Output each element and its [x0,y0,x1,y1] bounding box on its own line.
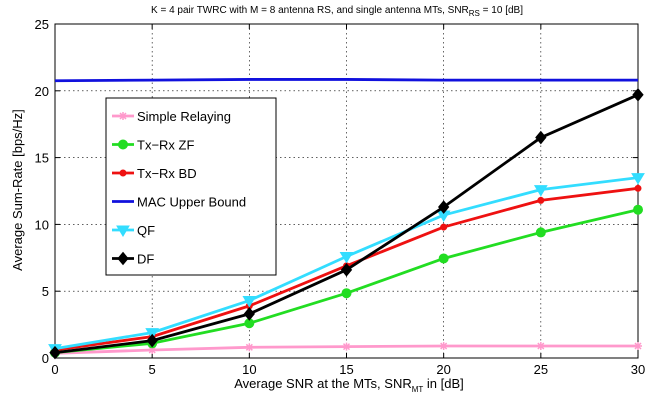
y-axis-label: Average Sum-Rate [bps/Hz] [10,109,25,271]
legend-box [105,97,277,276]
data-point [440,223,448,231]
chart-title: K = 4 pair TWRC with M = 8 antenna RS, a… [151,5,523,18]
legend-label: Tx−Rx ZF [137,138,194,153]
legend-item-mac-upper-bound: MAC Upper Bound [112,195,246,210]
legend-label: Simple Relaying [137,109,231,124]
data-point [145,328,160,340]
data-point [243,307,255,321]
data-point [146,333,158,348]
data-point [148,345,157,354]
legend-marker [118,139,128,150]
legend-label: DF [137,252,154,267]
data-point [242,296,257,308]
y-tick-label: 25 [35,17,49,32]
data-point [535,130,547,145]
y-tick-label: 10 [35,217,49,232]
data-point [245,343,254,352]
x-tick-label: 30 [631,362,645,377]
legend-item-df: DF [112,252,154,267]
data-point [632,88,644,102]
data-point [536,341,545,350]
x-tick-label: 25 [534,362,548,377]
series-line-mac-upper-bound [54,78,638,83]
legend-item-tx-rx-zf: Tx−Rx ZF [112,138,194,153]
data-point [533,185,548,197]
legend-marker [119,169,127,177]
data-point [634,184,642,192]
series-layer [48,78,645,360]
data-point [49,345,61,360]
legend-item-tx-rx-bd: Tx−Rx BD [112,166,197,181]
data-point [438,200,450,214]
legend-item-simple-relaying: Simple Relaying [112,109,231,124]
series-df [49,88,644,360]
y-tick-label: 5 [42,284,49,299]
legend-label: MAC Upper Bound [137,195,246,210]
data-point [438,253,449,264]
x-tick-label: 0 [51,362,58,377]
legend: Simple Relaying Tx−Rx ZF Tx−Rx BD MAC Upper… [105,97,277,276]
legend-item-qf: QF [112,223,155,238]
x-tick-label: 15 [339,362,353,377]
legend-label: QF [137,223,155,238]
data-point [340,263,353,277]
y-tick-label: 20 [35,84,49,99]
x-tick-label: 20 [436,362,450,377]
y-tick-label: 0 [42,351,49,366]
legend-label: Tx−Rx BD [137,166,197,181]
axes: 0 5 10 15 20 25 30 0 5 10 15 20 25 [35,17,646,377]
data-point [341,288,352,299]
series-mac-upper-bound [54,78,638,83]
x-tick-label: 10 [242,362,256,377]
series-qf [48,173,645,356]
legend-marker [119,112,127,120]
x-axis-label: Average SNR at the MTs, SNRMT in [dB] [234,376,464,394]
data-point [633,204,643,215]
data-point [631,173,645,185]
data-point [537,196,545,204]
data-point [439,341,448,350]
x-tick-label: 5 [149,362,156,377]
y-tick-label: 15 [35,151,49,166]
legend-marker [117,251,129,266]
data-point [342,342,351,351]
data-point [634,341,642,350]
legend-marker [116,225,130,237]
data-point [535,227,546,238]
data-point [339,251,354,264]
